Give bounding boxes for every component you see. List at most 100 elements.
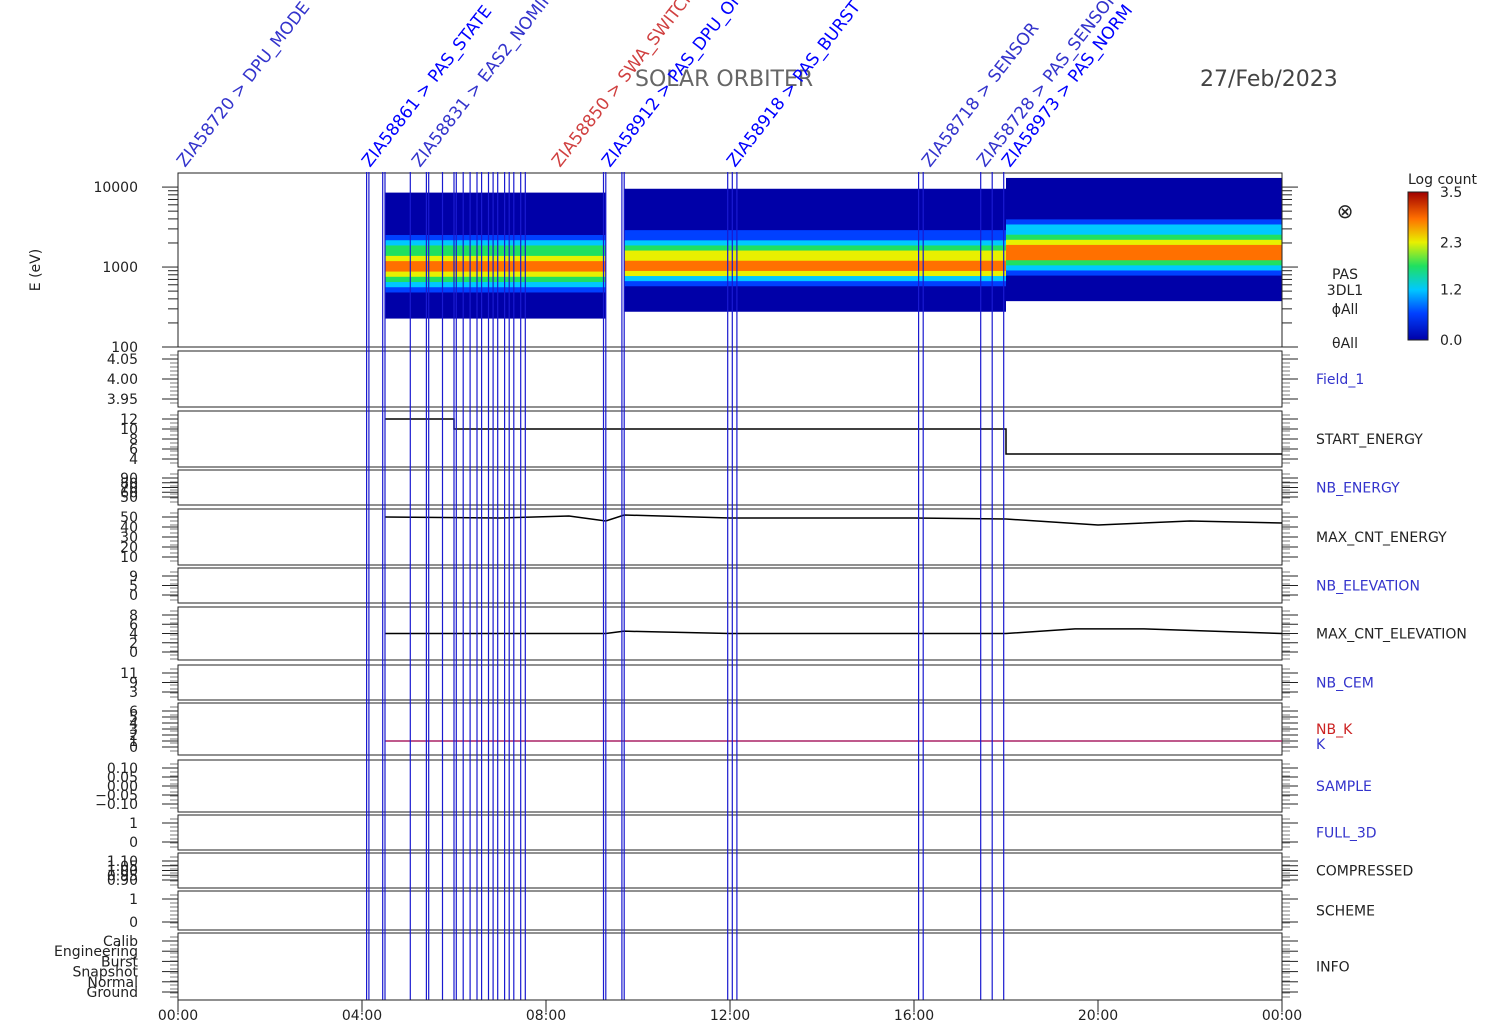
- colorbar: Log count 3.5 2.3 1.2 0.0: [1407, 172, 1477, 349]
- spectrogram-cell: [1006, 249, 1282, 256]
- spectrogram-cell: [385, 281, 606, 288]
- panel-tick-label: 8: [129, 432, 138, 448]
- panel-tick-label: Normal: [87, 975, 138, 991]
- spectrogram-cell: [385, 255, 606, 262]
- colorbar-title: Log count: [1408, 172, 1477, 188]
- spectrogram-cell: [1006, 229, 1282, 235]
- event-label: ZIA58973 > PAS_NORM: [998, 1, 1137, 171]
- panel-label: NB_ENERGY: [1316, 481, 1400, 497]
- spectrogram-cell: [624, 290, 1006, 297]
- spectrogram-cell: [1006, 239, 1282, 245]
- spectrogram-cell: [1006, 198, 1282, 205]
- colorbar-tick-label: 3.5: [1440, 185, 1462, 201]
- chart-date: 27/Feb/2023: [1200, 67, 1338, 92]
- spectrogram-cell: [624, 209, 1006, 215]
- panel-tick-label: 5: [129, 579, 138, 595]
- spectrogram-cell: [385, 234, 606, 241]
- spectrogram-cell: [624, 270, 1006, 277]
- spectrogram-cell: [1006, 183, 1282, 189]
- spectrogram-cell: [624, 188, 1006, 195]
- spectrogram-cell: [624, 193, 1006, 200]
- panel-tick-label: 8: [129, 608, 138, 624]
- panel-tick-label: 0: [129, 740, 138, 756]
- spectrogram-cell: [385, 218, 606, 225]
- panel-label: SCHEME: [1316, 904, 1375, 920]
- panel-tick-label: 4.05: [107, 352, 138, 368]
- panel-tick-label: 20: [120, 540, 138, 556]
- panel-frame: [177, 410, 1283, 468]
- x-tick-label: 20:00: [1078, 1008, 1118, 1020]
- x-tick-label: 00:00: [158, 1008, 198, 1020]
- x-axis: 00:00 04:00 08:00 12:00 16:00 20:00 00:00: [158, 999, 1302, 1020]
- spectrogram-cell: [624, 301, 1006, 307]
- spectrogram-cell: [624, 234, 1006, 241]
- panel-nb-elevation: 950 NB_ELEVATION: [129, 567, 1420, 604]
- spectrogram-cell: [1006, 269, 1282, 276]
- x-tick-label: 04:00: [342, 1008, 382, 1020]
- panel-tick-label: 10: [120, 550, 138, 566]
- panel-tick-label: 90: [120, 471, 138, 487]
- spectrogram-cell: [624, 239, 1006, 246]
- chart-title: SOLAR ORBITER: [635, 67, 813, 92]
- panel-tick-label: Snapshot: [73, 965, 139, 981]
- panel-frame: [177, 932, 1283, 1001]
- spectrogram-right-label: ϕAll: [1332, 302, 1359, 318]
- spectrogram-cell: [385, 229, 606, 236]
- panel-tick-label: 2: [129, 728, 138, 744]
- panel-tick-label: 0.00: [107, 779, 138, 795]
- spectrogram-cell: [624, 306, 1006, 312]
- spectrogram-cell: [624, 255, 1006, 261]
- panel-tick-label: 6: [129, 442, 138, 458]
- series-line-max-cnt-energy: [384, 514, 1283, 526]
- spectrogram-cell: [385, 307, 606, 314]
- spectrogram-cell: [624, 214, 1006, 220]
- panel-tick-label: Calib: [103, 934, 138, 950]
- spectrogram-cell: [1006, 254, 1282, 261]
- spectrogram-cell: [385, 197, 606, 204]
- spectrogram-cell: [1006, 193, 1282, 199]
- panel-tick-label: 70: [120, 481, 138, 497]
- spectrogram-cell: [1006, 213, 1282, 220]
- panel-tick-label: 0.10: [107, 761, 138, 777]
- spectrogram-cell: [1006, 203, 1282, 210]
- panel-tick-label: 50: [120, 490, 138, 506]
- spectrogram-cell: [624, 224, 1006, 231]
- panel-label: START_ENERGY: [1316, 432, 1423, 448]
- panel-tick-label: 3: [129, 685, 138, 701]
- panel-tick-label: 0: [129, 915, 138, 931]
- x-tick-label: 00:00: [1262, 1008, 1302, 1020]
- panel-tick-label: 1.05: [107, 859, 138, 875]
- spectrogram-cell: [385, 260, 606, 267]
- panel-tick-label: 40: [120, 520, 138, 536]
- panel-tick-label: Burst: [101, 954, 139, 970]
- panel-tick-label: 0: [129, 588, 138, 604]
- spectrogram-cell: [1006, 177, 1282, 184]
- panel-tick-label: 4: [129, 716, 138, 732]
- spectrogram-cell: [1006, 285, 1282, 291]
- panel-tick-label: 0: [129, 645, 138, 661]
- spectrogram-cell: [1006, 280, 1282, 286]
- spectrogram-cell: [1006, 259, 1282, 266]
- panel-label: COMPRESSED: [1316, 864, 1413, 880]
- spectrogram-cell: [385, 312, 606, 319]
- spectrogram-cell: [1006, 208, 1282, 215]
- spectrogram-cell: [385, 271, 606, 277]
- panel-tick-label: −0.10: [95, 797, 138, 813]
- spectrogram-right-label: PAS: [1332, 267, 1358, 283]
- spectrogram-y-ticks: 10000 1000 100: [93, 180, 1298, 356]
- panel-tick-label: 0.95: [107, 868, 138, 884]
- spectrogram-tick-label: 100: [111, 340, 138, 356]
- panel-sample: 0.100.050.00−0.05−0.10 SAMPLE: [95, 759, 1372, 813]
- spectrogram-cell: [1006, 218, 1282, 225]
- panel-tick-label: 4: [129, 452, 138, 468]
- spectrogram-cell: [624, 295, 1006, 302]
- spectrogram-tick-label: 10000: [93, 180, 138, 196]
- spectrogram-cell: [1006, 188, 1282, 194]
- panel-frame: [177, 759, 1283, 813]
- panel-label: MAX_CNT_ELEVATION: [1316, 627, 1467, 643]
- panel-tick-label: 3.95: [107, 392, 138, 408]
